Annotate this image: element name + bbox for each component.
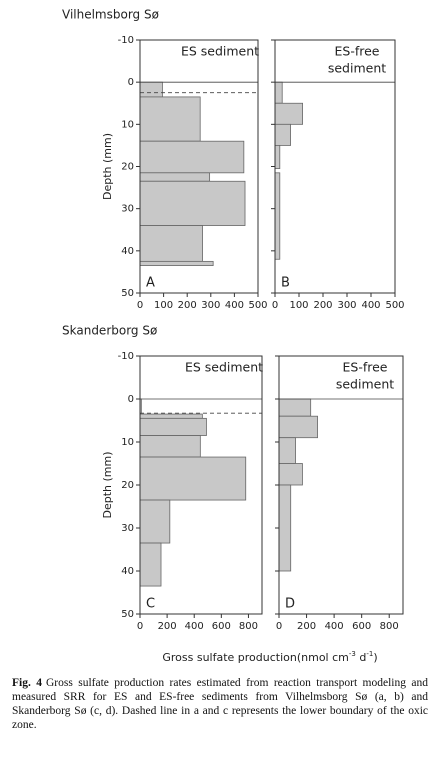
x-tick-label: 800 [239, 621, 258, 632]
x-tick-label: 400 [325, 621, 344, 632]
y-tick-label: 20 [121, 480, 134, 491]
panel-letter: C [146, 597, 155, 612]
y-axis-label: Depth (mm) [101, 133, 114, 200]
profile-bar [274, 81, 283, 104]
profile-bar [139, 81, 163, 98]
profile-bar [139, 417, 207, 436]
x-tick-label: 100 [154, 300, 173, 311]
profile-bar [139, 456, 247, 501]
caption: Fig. 4 Gross sulfate production rates est… [12, 676, 428, 732]
x-axis-label-part: ) [373, 651, 377, 664]
x-tick-label: 300 [201, 300, 220, 311]
y-tick-label: -10 [118, 351, 134, 362]
profile-bar [278, 437, 296, 464]
profile-bar [139, 140, 245, 174]
panel-letter: A [146, 276, 155, 291]
y-tick-label: 50 [121, 609, 134, 620]
y-tick-label: 0 [128, 394, 134, 405]
y-tick-label: 40 [121, 566, 134, 577]
x-tick-label: 200 [158, 621, 177, 632]
y-tick-label: 40 [121, 246, 134, 257]
panel-label: sediment [328, 61, 386, 76]
x-tick-label: 600 [352, 621, 371, 632]
panel-label: sediment [336, 377, 394, 392]
profile-bar [139, 260, 214, 266]
x-axis-label-part: -1 [366, 650, 373, 658]
x-tick-label: 0 [276, 621, 282, 632]
x-tick-label: 200 [297, 621, 316, 632]
y-tick-label: 10 [121, 119, 134, 130]
x-tick-label: 0 [272, 300, 278, 311]
y-axis-label: Depth (mm) [101, 451, 114, 518]
profile-bar [278, 415, 318, 439]
panel-letter: B [281, 276, 290, 291]
profile-bar [274, 102, 304, 125]
x-tick-label: 200 [178, 300, 197, 311]
row-title: Skanderborg Sø [62, 324, 157, 338]
x-tick-label: 800 [380, 621, 399, 632]
profile-bar [139, 542, 162, 587]
profile-bar [274, 123, 292, 146]
profile-bar [274, 172, 281, 260]
x-tick-label: 400 [185, 621, 204, 632]
profile-bar [139, 499, 171, 544]
x-tick-label: 400 [361, 300, 380, 311]
panel-label: ES-free [335, 44, 380, 59]
profile-bar [139, 435, 201, 458]
x-tick-label: 600 [212, 621, 231, 632]
panel-letter: D [285, 597, 295, 612]
x-axis-label-part: d [356, 651, 366, 664]
y-tick-label: -10 [118, 35, 134, 46]
y-tick-label: 50 [121, 288, 134, 299]
profile-bar [139, 413, 203, 419]
profile-bar [274, 145, 281, 170]
y-tick-label: 20 [121, 162, 134, 173]
y-tick-label: 30 [121, 204, 134, 215]
x-axis-label: Gross sulfate production(nmol cm-3 d-1) [162, 650, 377, 664]
x-tick-label: 0 [137, 300, 143, 311]
x-tick-label: 100 [289, 300, 308, 311]
profile-bar [139, 180, 246, 226]
x-tick-label: 500 [248, 300, 267, 311]
x-axis-label-part: Gross sulfate production(nmol cm [162, 651, 349, 664]
x-tick-label: 300 [337, 300, 356, 311]
profile-bar [139, 225, 203, 262]
panel-label: ES sediment [185, 360, 263, 375]
x-tick-label: 200 [313, 300, 332, 311]
x-tick-label: 400 [225, 300, 244, 311]
row-title: Vilhelmsborg Sø [62, 8, 159, 22]
y-tick-label: 0 [128, 77, 134, 88]
profile-bar [278, 463, 303, 486]
x-tick-label: 500 [385, 300, 404, 311]
x-axis-label-part: -3 [349, 650, 356, 658]
y-tick-label: 10 [121, 437, 134, 448]
x-tick-label: 0 [137, 621, 143, 632]
y-tick-label: 30 [121, 523, 134, 534]
profile-bar [278, 398, 312, 417]
caption-text: Gross sulfate production rates estimated… [12, 677, 428, 731]
profile-bar [278, 484, 292, 572]
profile-bar [139, 172, 211, 182]
profile-bar [139, 96, 201, 142]
caption-label: Fig. 4 [12, 677, 42, 689]
panel-label: ES sediment [181, 44, 259, 59]
plot-frame [274, 39, 396, 294]
panel-label: ES-free [343, 360, 388, 375]
figure: Gross sulfate production(nmol cm-3 d-1) … [62, 8, 405, 665]
